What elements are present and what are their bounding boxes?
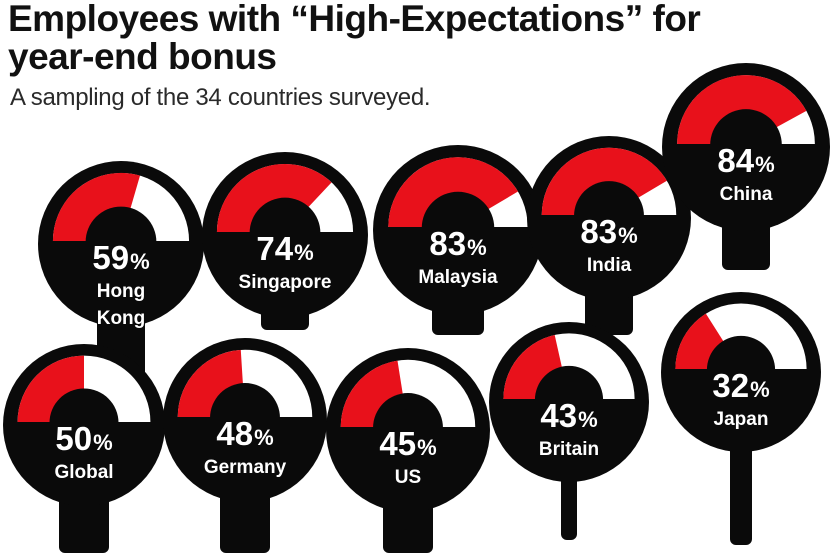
gauge-singapore: 74% Singapore: [202, 152, 368, 330]
gauge-hub: [534, 365, 604, 400]
gauge-fill-singapore: [216, 163, 332, 232]
value-label-hong-kong: 59%: [92, 239, 149, 276]
gauge-dial-base: [50, 241, 192, 245]
value-label-malaysia: 83%: [429, 225, 486, 262]
category-label-us: US: [395, 467, 421, 488]
gauge-hub: [249, 197, 321, 233]
gauge-india: 83% India: [527, 136, 691, 335]
gauge-malaysia: 83% Malaysia: [373, 145, 543, 335]
gauge-dial-base: [214, 232, 356, 236]
gauge-global: 50% Global: [3, 344, 165, 553]
gauge-us: 45% US: [326, 348, 490, 553]
category-label-singapore: Singapore: [239, 272, 332, 293]
category-label-global: Global: [54, 462, 113, 483]
chart-subtitle: A sampling of the 34 countries surveyed.: [10, 84, 431, 111]
value-label-britain: 43%: [540, 397, 597, 434]
gauge-dial-base: [501, 399, 637, 403]
gauge-hub: [710, 109, 782, 145]
gauge-dial-base: [675, 144, 817, 148]
value-label-china: 84%: [717, 142, 774, 179]
category-label-china: China: [720, 184, 773, 205]
gauge-dial-base: [673, 369, 809, 373]
value-label-us: 45%: [379, 425, 436, 462]
category-label-britain: Britain: [539, 439, 599, 460]
category-label-hong-kong: Hong: [97, 281, 146, 302]
gauge-hub: [210, 383, 280, 418]
value-label-singapore: 74%: [256, 230, 313, 267]
gauge-hong-kong: 59% Hong Kong: [38, 161, 204, 380]
gauge-china: 84% China: [662, 63, 830, 270]
category-label-hong-kong: Kong: [97, 308, 146, 329]
gauge-hub: [421, 191, 495, 228]
category-label-india: India: [587, 255, 632, 276]
gauge-hub: [85, 206, 157, 242]
value-label-india: 83%: [580, 213, 637, 250]
gauge-dial-base: [175, 417, 315, 421]
chart-title: Employees with “High-Expectations” for y…: [8, 0, 701, 77]
gauge-dial-base: [386, 227, 530, 231]
value-label-japan: 32%: [712, 367, 769, 404]
gauge-germany: 48% Germany: [163, 338, 327, 553]
gauge-japan: 32% Japan: [661, 292, 821, 545]
category-label-germany: Germany: [204, 457, 287, 478]
gauge-dial-base: [15, 422, 153, 426]
gauge-hub: [574, 181, 644, 216]
gauge-britain: 43% Britain: [489, 322, 649, 540]
gauge-hub: [49, 388, 119, 423]
value-label-global: 50%: [55, 420, 112, 457]
gauge-dial-base: [539, 215, 679, 219]
gauge-hub: [373, 393, 443, 428]
category-label-malaysia: Malaysia: [418, 267, 498, 288]
value-label-germany: 48%: [216, 415, 273, 452]
gauge-hub: [706, 335, 776, 370]
category-label-japan: Japan: [714, 409, 769, 430]
gauge-dial-base: [338, 427, 478, 431]
